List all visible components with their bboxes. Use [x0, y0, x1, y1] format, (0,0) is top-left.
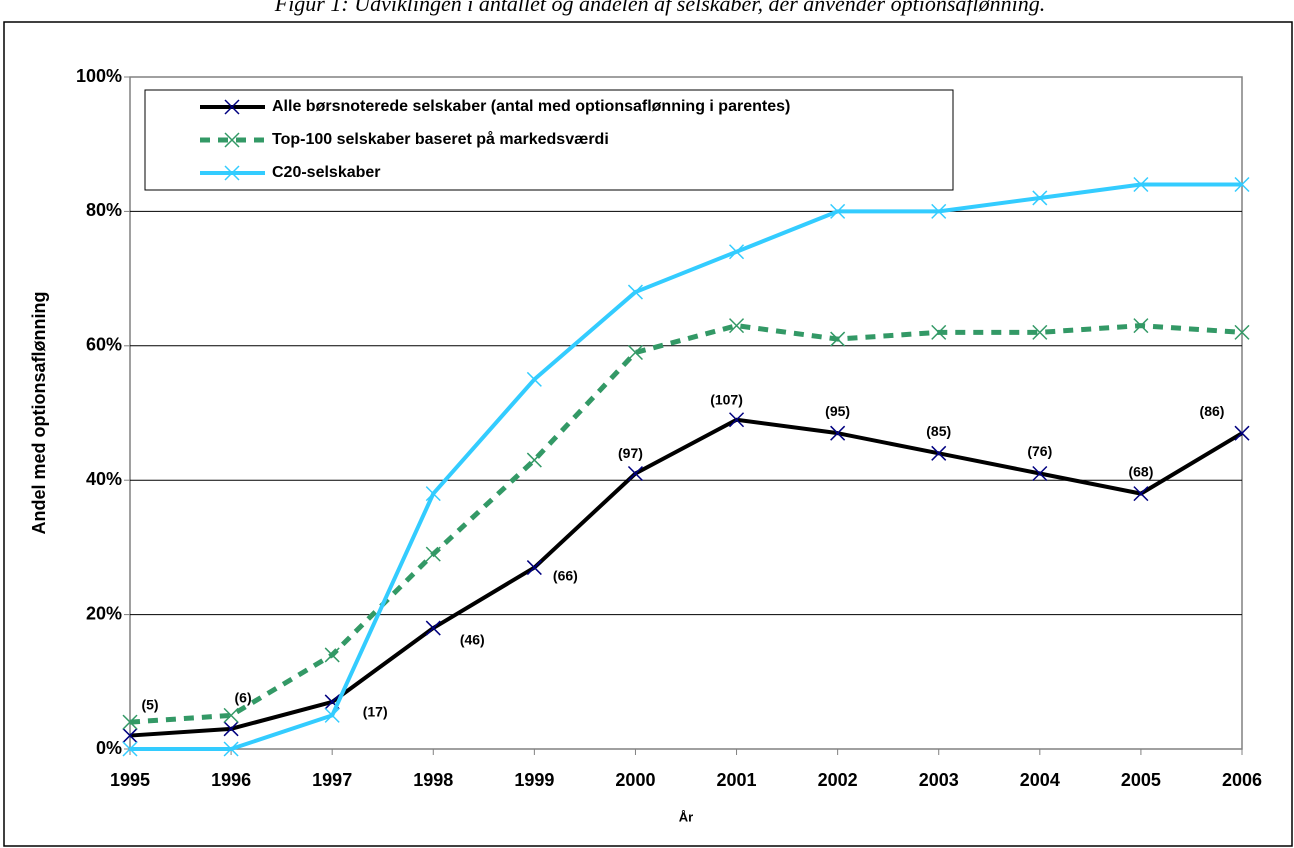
data-marker [324, 647, 340, 663]
data-marker [425, 620, 441, 636]
data-marker [627, 465, 643, 482]
x-tick-label: 2001 [717, 770, 757, 790]
data-annotation: (6) [235, 690, 252, 706]
x-tick-label: 2002 [818, 770, 858, 790]
data-annotation: (68) [1128, 463, 1153, 479]
data-marker [122, 728, 138, 744]
data-marker [1133, 486, 1149, 502]
legend-label: Top-100 selskaber baseret på markedsværd… [272, 130, 609, 148]
chart-title: Figur 1: Udviklingen i antallet og andel… [274, 0, 1046, 16]
data-marker [931, 445, 947, 461]
x-tick-label: 1998 [413, 770, 453, 790]
data-marker [526, 452, 542, 468]
data-annotation: (46) [460, 632, 485, 648]
data-marker [1032, 324, 1048, 340]
data-marker [931, 324, 947, 340]
x-tick-label: 2004 [1020, 770, 1060, 790]
data-marker [223, 741, 239, 757]
x-tick-label: 2005 [1121, 770, 1161, 790]
data-marker [830, 331, 846, 347]
legend-label: C20-selskaber [272, 164, 381, 181]
legend-marker [224, 132, 240, 148]
y-tick-label: 80% [86, 200, 122, 220]
x-tick-label: 2003 [919, 770, 959, 790]
data-annotation: (17) [363, 704, 388, 720]
data-annotation: (85) [926, 423, 951, 439]
x-tick-label: 2006 [1222, 770, 1262, 790]
data-marker [729, 244, 745, 260]
data-marker [1032, 465, 1048, 482]
data-marker [1032, 190, 1048, 206]
data-marker [425, 486, 441, 502]
data-marker [931, 203, 947, 219]
x-tick-label: 1999 [514, 770, 554, 790]
data-annotation: (66) [553, 567, 578, 583]
x-axis-label: År [679, 809, 693, 824]
y-axis-label: Andel med optionsaflønning [29, 292, 49, 535]
x-tick-label: 1997 [312, 770, 352, 790]
y-tick-label: 40% [86, 469, 122, 489]
x-tick-label: 2000 [615, 770, 655, 790]
data-marker [1133, 318, 1149, 334]
y-tick-label: 100% [76, 66, 122, 86]
series-line [129, 323, 1243, 725]
y-tick-label: 0% [96, 738, 122, 758]
data-marker [1234, 425, 1250, 441]
legend [144, 89, 954, 191]
data-marker [425, 546, 441, 562]
x-tick-label: 1996 [211, 770, 251, 790]
y-tick-label: 20% [86, 603, 122, 623]
data-annotation: (107) [710, 391, 743, 407]
data-marker [324, 707, 340, 723]
data-marker [729, 318, 745, 334]
data-annotation: (86) [1200, 403, 1225, 419]
data-marker [526, 560, 542, 576]
data-marker [1133, 176, 1149, 193]
data-marker [830, 203, 846, 219]
series-line [129, 417, 1244, 738]
data-marker [122, 714, 138, 730]
y-tick-label: 60% [86, 335, 122, 355]
data-marker [830, 425, 846, 441]
data-marker [627, 284, 643, 300]
data-annotation: (95) [825, 403, 850, 419]
data-annotation: (76) [1027, 443, 1052, 459]
data-annotation: (97) [618, 445, 643, 461]
data-marker [1234, 176, 1250, 193]
legend-label: Alle børsnoterede selskaber (antal med o… [272, 98, 790, 115]
data-annotation: (5) [141, 696, 158, 712]
series-line [130, 182, 1242, 751]
legend-marker [224, 99, 240, 115]
data-marker [627, 344, 643, 361]
data-marker [729, 412, 745, 428]
data-marker [223, 721, 239, 737]
legend-marker [224, 165, 240, 181]
data-marker [122, 741, 138, 757]
data-marker [526, 371, 542, 387]
data-marker [223, 707, 239, 723]
data-marker [1234, 324, 1250, 340]
x-tick-label: 1995 [110, 770, 150, 790]
